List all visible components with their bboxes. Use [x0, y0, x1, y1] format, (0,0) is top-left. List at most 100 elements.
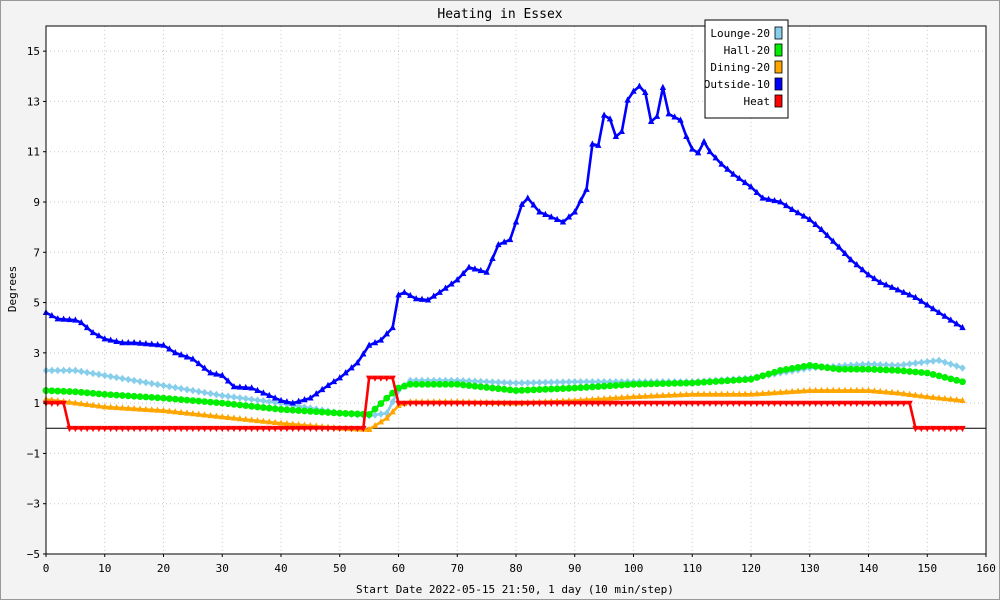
data-point — [583, 185, 590, 192]
x-axis-ticks: 0 10 20 30 40 50 60 70 80 90 100 110 120 130 140 150 160 — [43, 554, 996, 575]
data-point — [547, 385, 555, 393]
data-point — [177, 408, 185, 415]
data-point — [224, 400, 232, 408]
data-point — [642, 392, 649, 399]
data-point — [142, 425, 150, 433]
data-point — [818, 400, 825, 407]
data-point — [95, 370, 103, 379]
y-tick-label: 9 — [33, 196, 40, 209]
data-point — [318, 385, 326, 393]
data-point — [618, 400, 625, 407]
data-point — [777, 388, 784, 395]
data-point — [154, 380, 161, 389]
data-point — [736, 390, 743, 397]
data-point — [318, 408, 326, 416]
data-point — [506, 235, 514, 243]
data-point — [583, 400, 590, 407]
data-point — [753, 400, 761, 407]
data-point — [536, 378, 543, 387]
data-point — [271, 405, 279, 413]
data-point — [624, 400, 631, 407]
data-point — [142, 405, 150, 412]
data-point — [154, 425, 161, 433]
data-point — [412, 380, 420, 388]
data-point — [219, 371, 226, 378]
data-point — [829, 365, 837, 372]
data-point — [219, 391, 226, 400]
data-point — [148, 406, 155, 413]
data-point — [148, 379, 155, 388]
data-point — [612, 394, 620, 401]
data-point — [48, 387, 56, 395]
data-point — [166, 382, 173, 391]
data-point — [160, 406, 167, 414]
y-tick-label: 7 — [33, 246, 40, 259]
data-point — [489, 400, 496, 407]
data-point — [500, 385, 508, 393]
data-point — [741, 390, 749, 397]
data-point — [947, 360, 954, 368]
data-point — [183, 396, 191, 404]
data-point — [559, 385, 567, 392]
data-point — [54, 387, 62, 395]
data-point — [830, 400, 837, 407]
data-point — [912, 293, 919, 300]
data-point — [642, 88, 649, 96]
data-point — [624, 96, 631, 103]
data-point — [371, 339, 379, 346]
data-point — [530, 386, 538, 394]
data-point — [900, 400, 907, 407]
data-point — [935, 308, 943, 316]
data-point — [777, 198, 784, 205]
data-point — [841, 400, 849, 407]
data-point — [313, 425, 320, 433]
data-point — [442, 400, 449, 407]
data-point — [953, 362, 960, 370]
series-outside-10 — [42, 82, 966, 406]
data-point — [201, 425, 208, 433]
data-point — [653, 112, 661, 119]
data-point — [477, 383, 485, 391]
data-point — [724, 165, 731, 172]
data-point — [794, 209, 802, 216]
data-point — [565, 384, 573, 392]
data-point — [730, 390, 737, 397]
data-point — [635, 380, 643, 388]
data-point — [671, 380, 679, 387]
data-point — [489, 254, 496, 261]
data-point — [929, 357, 937, 365]
data-point — [160, 425, 167, 433]
data-point — [912, 359, 919, 367]
data-point — [953, 396, 960, 403]
data-point — [577, 196, 584, 204]
data-point — [659, 380, 667, 388]
data-point — [424, 296, 432, 303]
data-point — [689, 145, 696, 152]
data-point — [794, 364, 802, 371]
data-point — [389, 408, 396, 415]
data-point — [641, 380, 649, 388]
data-point — [688, 379, 696, 387]
data-point — [107, 425, 114, 433]
data-point — [494, 385, 502, 393]
data-point — [630, 87, 637, 94]
data-point — [201, 411, 208, 418]
data-point — [859, 400, 866, 407]
data-point — [260, 425, 267, 433]
data-point — [924, 393, 931, 400]
data-point — [430, 380, 438, 388]
data-point — [495, 378, 502, 387]
data-point — [48, 400, 56, 407]
data-point — [172, 425, 179, 433]
data-point — [453, 380, 461, 388]
x-tick-label: 110 — [682, 562, 702, 575]
data-point — [371, 421, 379, 429]
data-point — [501, 400, 508, 407]
data-point — [465, 382, 473, 389]
legend-label: Lounge-20 — [710, 27, 770, 40]
data-point — [66, 425, 73, 433]
data-point — [912, 425, 919, 433]
data-point — [295, 425, 302, 433]
data-point — [659, 83, 667, 90]
